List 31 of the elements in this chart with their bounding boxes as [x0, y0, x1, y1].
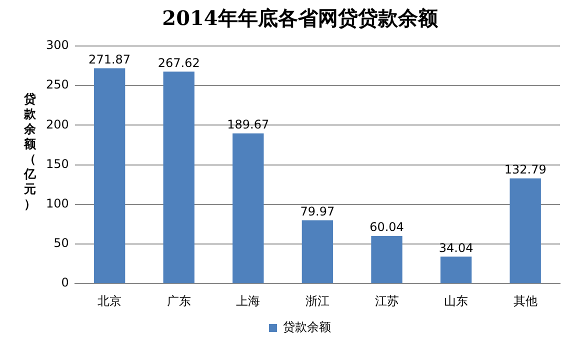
x-tick-label: 江苏	[374, 294, 399, 308]
x-tick-label: 其他	[513, 294, 538, 308]
data-label: 34.04	[438, 240, 474, 255]
y-tick-label: 0	[61, 276, 69, 290]
x-tick-label: 北京	[98, 294, 122, 308]
y-tick-label: 150	[46, 156, 69, 171]
y-axis-title: 贷款余额（亿元）	[22, 92, 37, 212]
chart-title: 2014年年底各省网贷贷款余额	[162, 6, 439, 30]
y-tick-label: 250	[46, 78, 69, 92]
data-label: 79.97	[300, 204, 335, 218]
y-tick-label: 300	[46, 38, 69, 52]
bar	[94, 68, 126, 284]
bar	[302, 220, 334, 284]
bar	[232, 133, 264, 284]
data-label: 60.04	[370, 220, 404, 234]
bar	[371, 236, 402, 284]
legend-label: 贷款余额	[283, 320, 331, 334]
x-tick-label: 上海	[236, 294, 260, 308]
bar	[440, 256, 472, 284]
data-label: 132.79	[504, 162, 546, 177]
bar	[163, 72, 194, 284]
x-tick-label: 广东	[166, 294, 191, 308]
data-label: 189.67	[227, 118, 270, 132]
x-tick-label: 浙江	[305, 294, 330, 308]
data-label: 271.87	[88, 52, 131, 66]
bar	[510, 178, 541, 284]
data-label: 267.62	[158, 56, 200, 70]
x-tick-label: 山东	[444, 294, 468, 308]
y-tick-label: 100	[46, 196, 69, 211]
y-tick-label: 200	[46, 117, 69, 132]
y-tick-label: 50	[54, 236, 69, 250]
